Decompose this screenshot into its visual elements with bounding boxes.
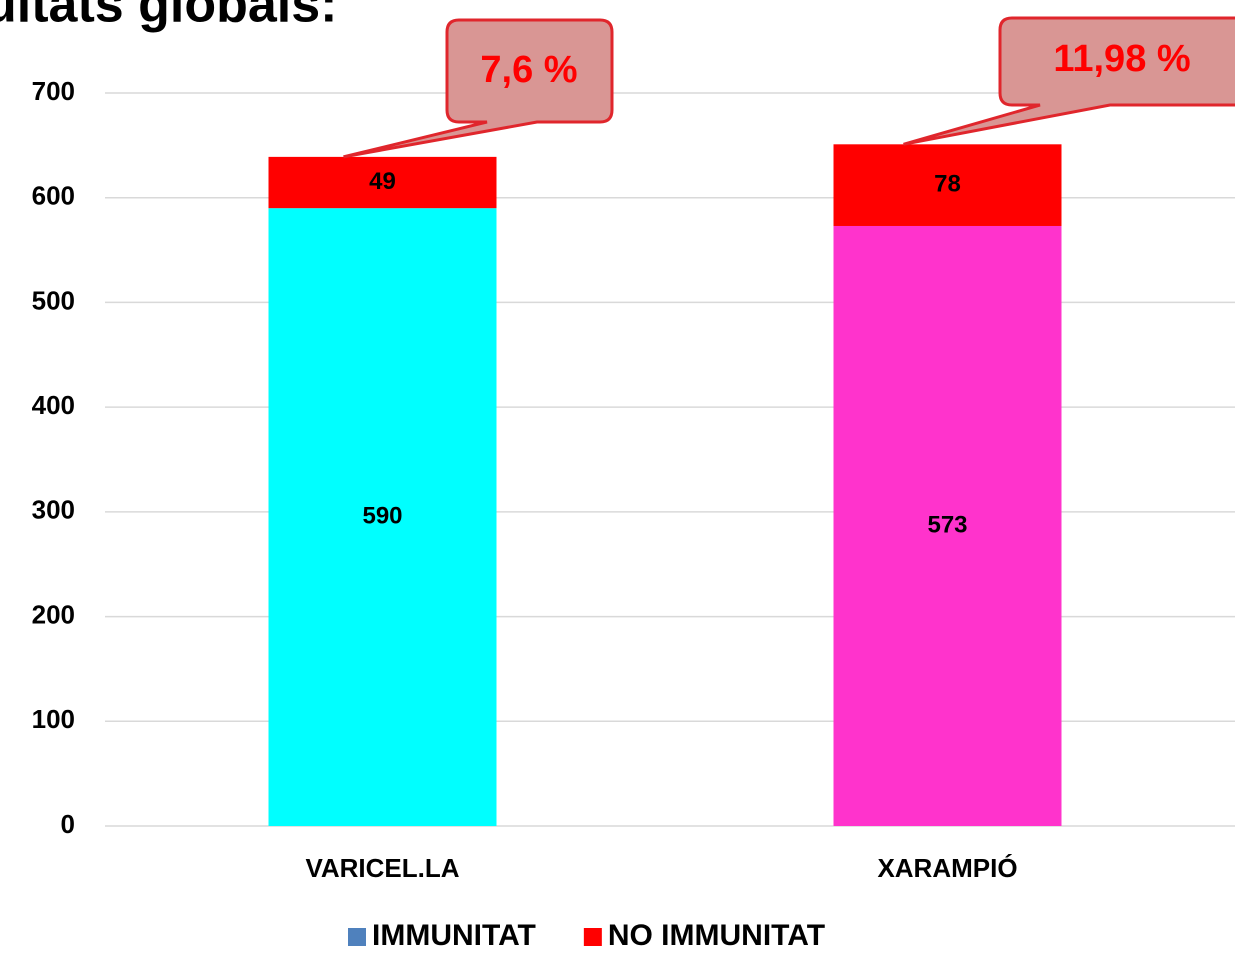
- chart-title: ultats globals:: [0, 0, 337, 34]
- annotation: 7,6 %: [480, 49, 577, 91]
- y-tick-label: 300: [32, 495, 75, 525]
- y-tick-label: 100: [32, 704, 75, 734]
- legend-swatch: [584, 928, 602, 946]
- legend-label: IMMUNITAT: [372, 919, 536, 952]
- annotation: 11,98 %: [1053, 38, 1190, 80]
- y-tick-label: 0: [61, 809, 75, 839]
- y-tick-label: 600: [32, 181, 75, 211]
- callout: [904, 18, 1235, 144]
- y-tick-label: 200: [32, 599, 75, 629]
- y-tick-label: 500: [32, 285, 75, 315]
- data-label: 573: [927, 511, 967, 538]
- x-tick-label: VARICEL.LA: [305, 853, 459, 883]
- data-label: 590: [362, 502, 402, 529]
- y-tick-label: 400: [32, 390, 75, 420]
- y-tick-label: 700: [32, 76, 75, 106]
- legend-label: NO IMMUNITAT: [608, 919, 825, 952]
- x-tick-label: XARAMPIÓ: [877, 853, 1017, 883]
- legend-swatch: [348, 928, 366, 946]
- data-label: 49: [369, 168, 396, 195]
- data-label: 78: [934, 170, 961, 197]
